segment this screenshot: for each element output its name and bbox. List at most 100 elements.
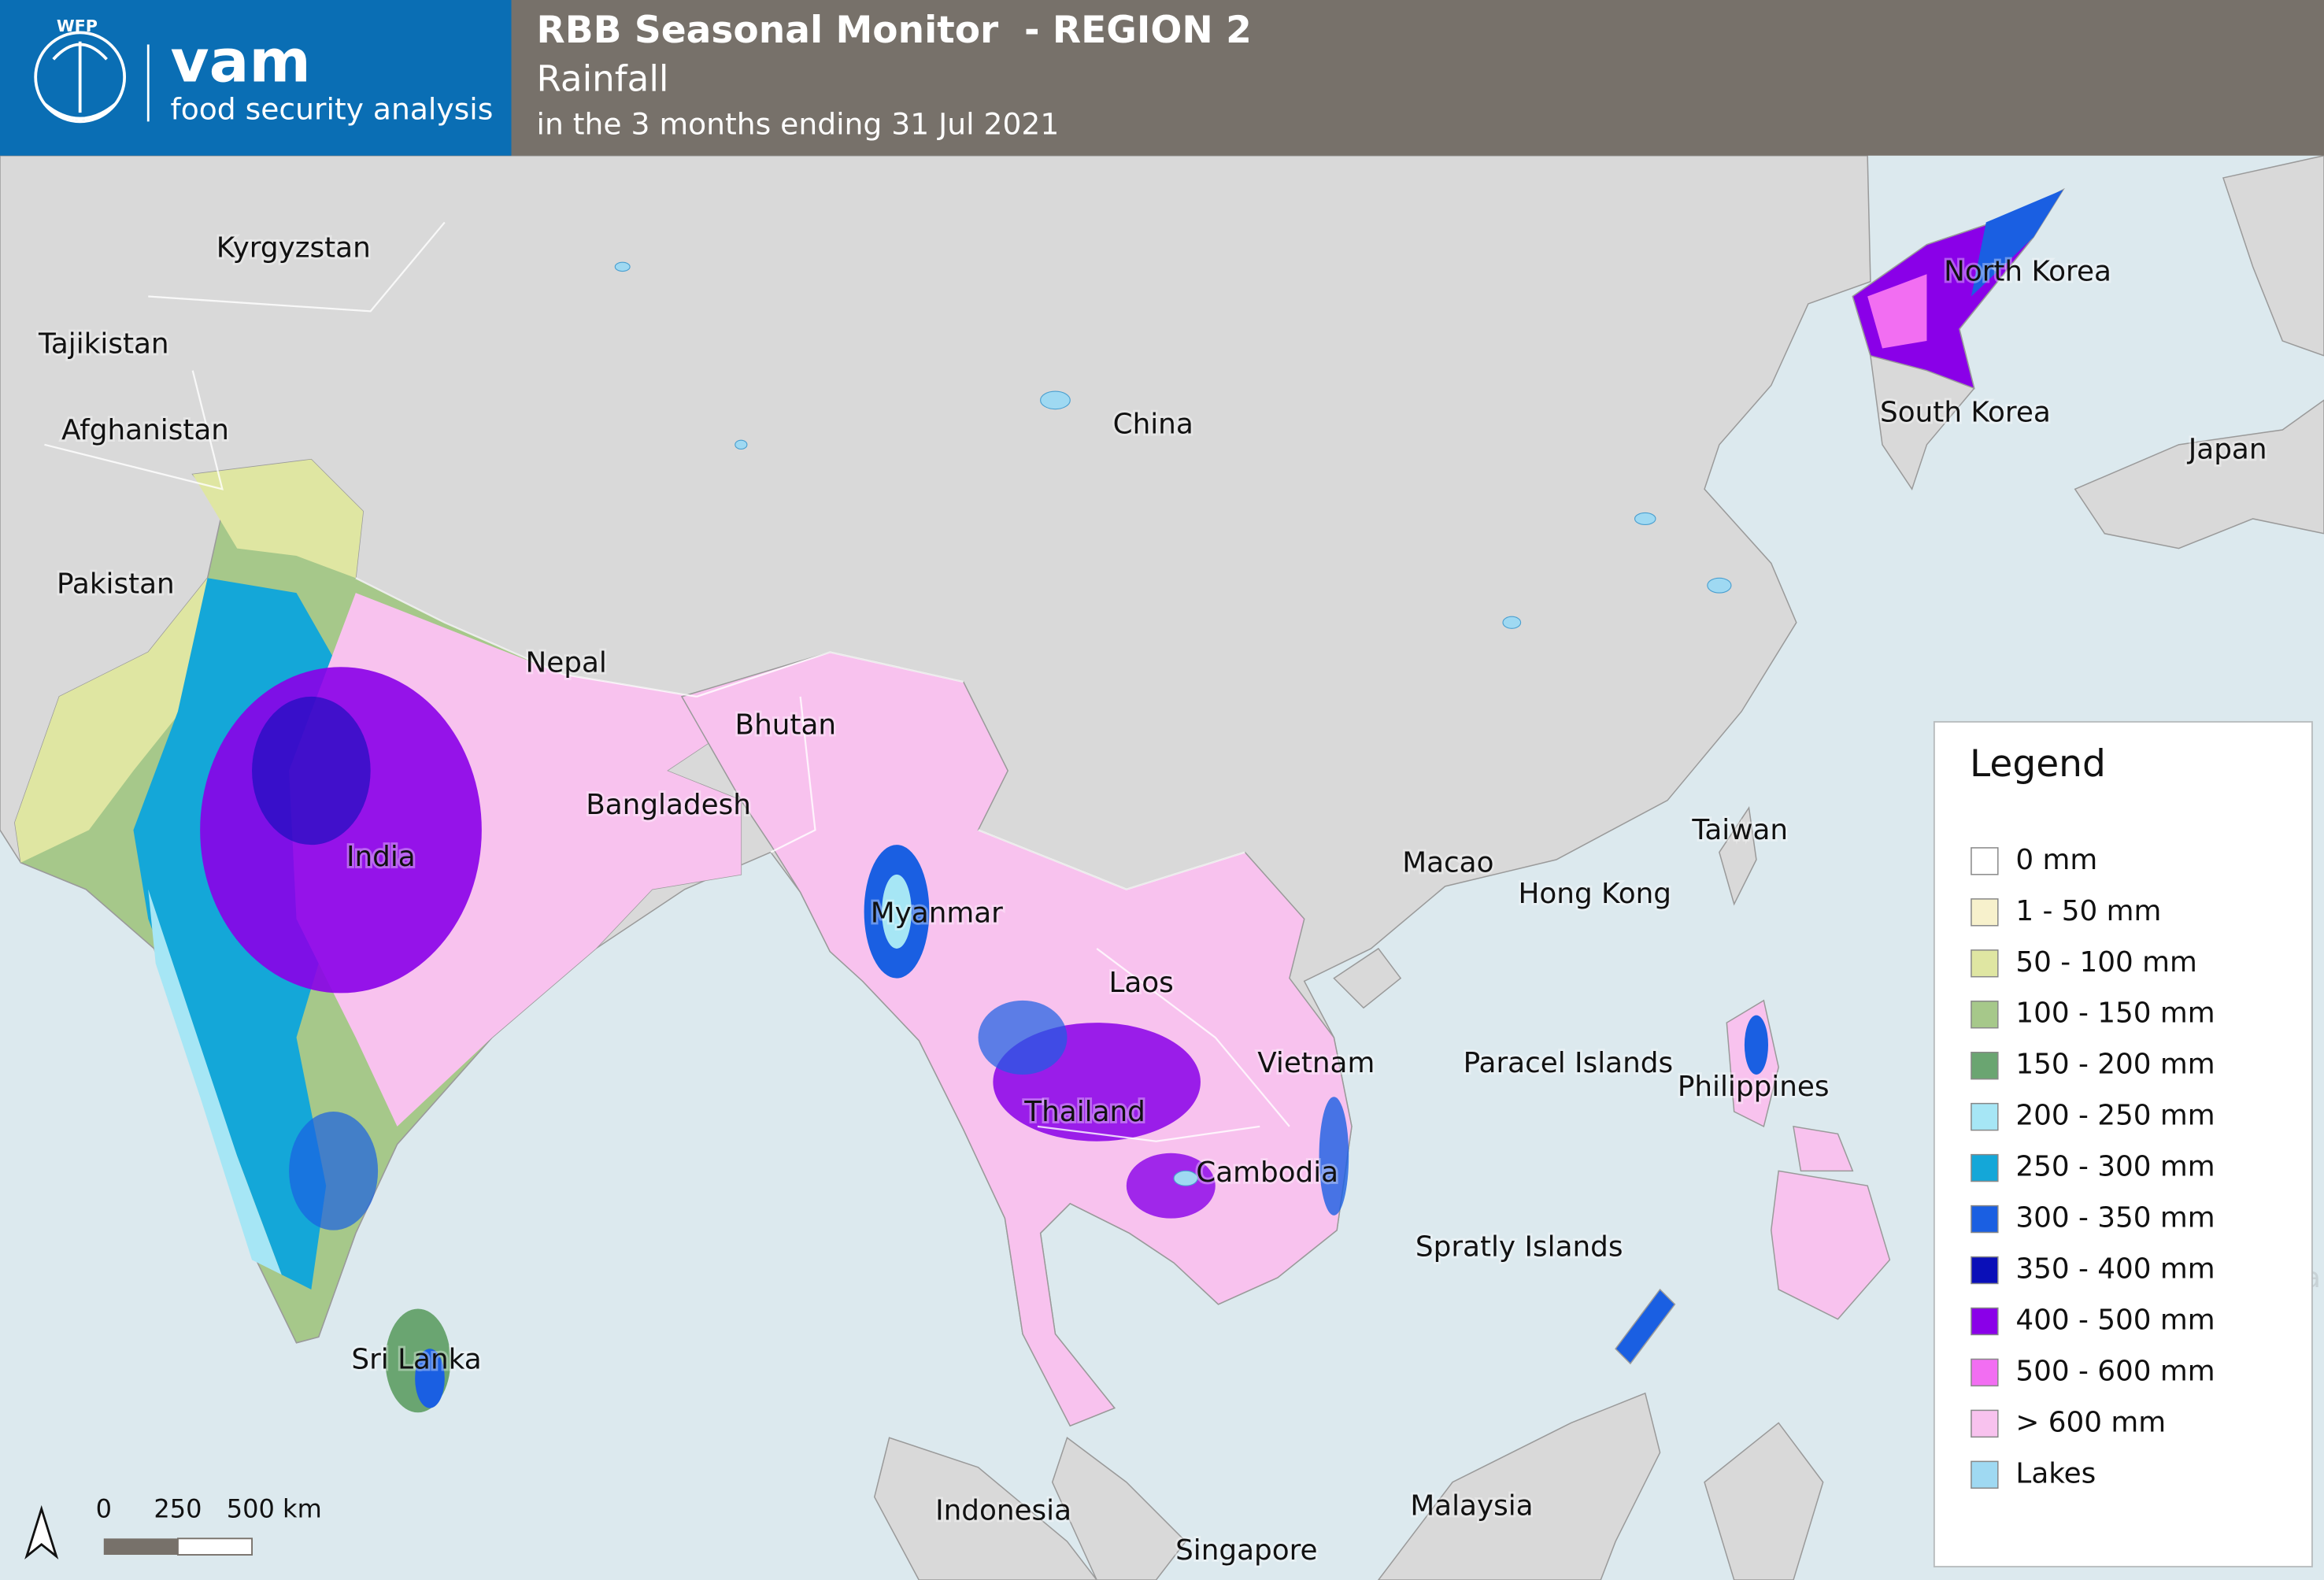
country-label: North Korea [1944,255,2111,287]
logo-box [0,0,512,156]
border [148,221,446,313]
country-label: Philippines [1678,1071,1830,1103]
border [696,651,964,697]
title: RBB Seasonal Monitor - REGION 2 [537,9,1252,52]
rain-mindanao [1771,1170,1891,1320]
country-label: Nepal [526,646,607,679]
border [978,829,1245,890]
lake [1707,577,1732,594]
country-label: Kyrgyzstan [216,231,371,264]
country-label: Vietnam [1257,1047,1375,1079]
legend-label: 1 - 50 mm [2015,895,2161,927]
country-label: India [346,841,416,873]
rain-myanmar-light [882,874,912,949]
legend-swatch [1971,949,1999,978]
map-labels: Kyrgyzstan Tajikistan Afghanistan Pakistan N… [35,229,2321,1569]
lake [1634,512,1656,526]
legend-swatch [1971,1153,1999,1182]
rain-palawan [1615,1288,1676,1365]
country-label: Singapore [1175,1534,1317,1567]
rain-india-west [14,578,208,863]
border [1096,948,1290,1127]
country-label: Laos [1108,967,1173,999]
legend-swatch [1971,1051,1999,1080]
legend-swatch [1971,1358,1999,1387]
logo-tagline: food security analysis [171,92,494,127]
land-borneo [1377,1392,1661,1580]
legend-swatch [1971,847,1999,875]
country-label: Pakistan [57,568,175,601]
land-japan [2074,399,2324,549]
legend-label: 50 - 100 mm [2015,946,2196,979]
country-label: Bangladesh [586,789,751,821]
lake [735,439,748,450]
rain-vietnam-coast [1319,1097,1349,1216]
legend-label: > 600 mm [2015,1406,2166,1438]
country-label: Japan [2187,433,2267,465]
legend-items: 0 mm 1 - 50 mm 50 - 100 mm 100 - 150 mm 150 … [1971,844,2215,1489]
rain-cambodia [1126,1153,1216,1219]
rain-korea-pink [1867,274,1927,349]
logo-emblem [34,31,127,124]
rain-visayas [1793,1125,1854,1172]
legend-label: 350 - 400 mm [2015,1253,2215,1286]
country-label: Paracel Islands [1464,1047,1674,1079]
legend-swatch [1971,898,1999,927]
country-label: Tajikistan [38,328,169,361]
legend-label: 0 mm [2015,844,2097,876]
legend-label: 100 - 150 mm [2015,997,2215,1030]
lake [1040,390,1071,410]
legend-swatch [1971,1001,1999,1029]
border [355,577,698,698]
legend-label: 200 - 250 mm [2015,1100,2215,1132]
legend-label: Lakes [2015,1457,2096,1489]
land-hainan [1333,947,1402,1009]
legend-label: 500 - 600 mm [2015,1355,2215,1387]
country-label: Thailand [1023,1096,1145,1128]
border [770,696,816,853]
legend-swatch [1971,1204,1999,1234]
country-label: Myanmar [871,897,1003,930]
land-sumatra [873,1437,1098,1580]
border [1037,1125,1260,1142]
scale-label: 0 [96,1494,112,1524]
country-label: Malaysia [1410,1490,1533,1523]
legend-swatch [1971,1102,1999,1131]
lake [1173,1170,1198,1186]
scale-label: 250 [154,1494,202,1524]
scale-segment [103,1538,178,1555]
emblem-wreath [43,41,117,120]
emblem-circle [34,31,127,124]
legend-swatch [1971,1307,1999,1336]
lake [1502,616,1522,629]
map-shapes [0,154,2324,1580]
legend-swatch [1971,1256,1999,1285]
lake [614,261,631,272]
country-label: Taiwan [1691,814,1788,846]
border [44,370,224,490]
legend-swatch [1971,1460,1999,1489]
scale-bar: 0 250 500 km [96,1494,322,1556]
legend-title: Legend [1970,742,2106,786]
country-label: Indonesia [935,1494,1071,1526]
country-label: Sri Lanka [351,1343,481,1375]
logo-name: vam [171,26,311,95]
logo-org: WFP [57,17,98,35]
country-label: Macao [1402,847,1493,879]
land-taiwan [1719,806,1757,906]
rain-srilanka-blue [415,1349,445,1408]
country-label: Bhutan [735,709,836,742]
land-sulawesi [1704,1422,1824,1580]
rain-korea-blue [1971,189,2063,297]
rain-india-south [289,1112,379,1230]
rain-luzon-blue [1744,1015,1769,1075]
rain-india-deep [252,696,371,846]
rain-himalaya [192,459,364,579]
legend-label: 400 - 500 mm [2015,1304,2215,1336]
legend-swatch [1971,1409,1999,1438]
land-malay [1051,1437,1187,1580]
scale-segment [176,1537,253,1556]
subtitle: Rainfall [537,58,669,100]
legend-label: 250 - 300 mm [2015,1151,2215,1183]
